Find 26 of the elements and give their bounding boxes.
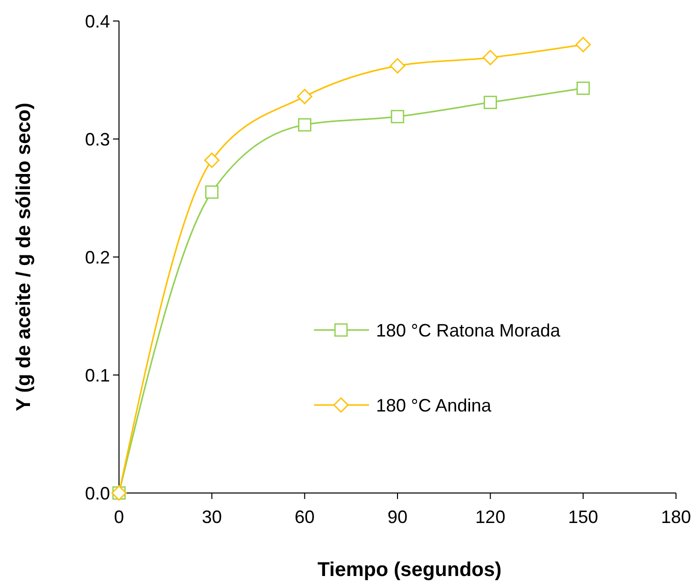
x-tick-label: 60 bbox=[294, 507, 315, 527]
point bbox=[204, 152, 220, 168]
legend-label: 180 °C Andina bbox=[376, 395, 492, 416]
point bbox=[297, 88, 312, 104]
point bbox=[390, 58, 406, 74]
x-tick-label: 180 bbox=[660, 507, 692, 527]
y-tick-label: 0.4 bbox=[84, 11, 110, 32]
point bbox=[390, 110, 404, 124]
point bbox=[205, 185, 218, 199]
y-tick-label: 0.2 bbox=[84, 247, 110, 268]
legend-label: 180 °C Ratona Morada bbox=[376, 320, 562, 340]
x-axis-title: Tiempo (segundos) bbox=[317, 559, 502, 581]
point bbox=[576, 82, 590, 95]
point bbox=[298, 118, 312, 132]
x-tick-label: 90 bbox=[387, 507, 408, 527]
x-tick-label: 30 bbox=[202, 507, 222, 527]
point bbox=[482, 50, 498, 66]
y-tick-label: 0.1 bbox=[84, 365, 110, 386]
y-tick-label: 0.3 bbox=[84, 129, 110, 150]
point bbox=[576, 36, 591, 52]
point bbox=[484, 96, 497, 110]
x-tick-label: 0 bbox=[114, 507, 124, 527]
y-axis-title: Y (g de aceite / g de sólido seco) bbox=[13, 102, 35, 412]
x-tick-label: 150 bbox=[568, 507, 598, 527]
x-tick-label: 120 bbox=[475, 507, 506, 527]
y-tick-label: 0.0 bbox=[84, 483, 110, 504]
